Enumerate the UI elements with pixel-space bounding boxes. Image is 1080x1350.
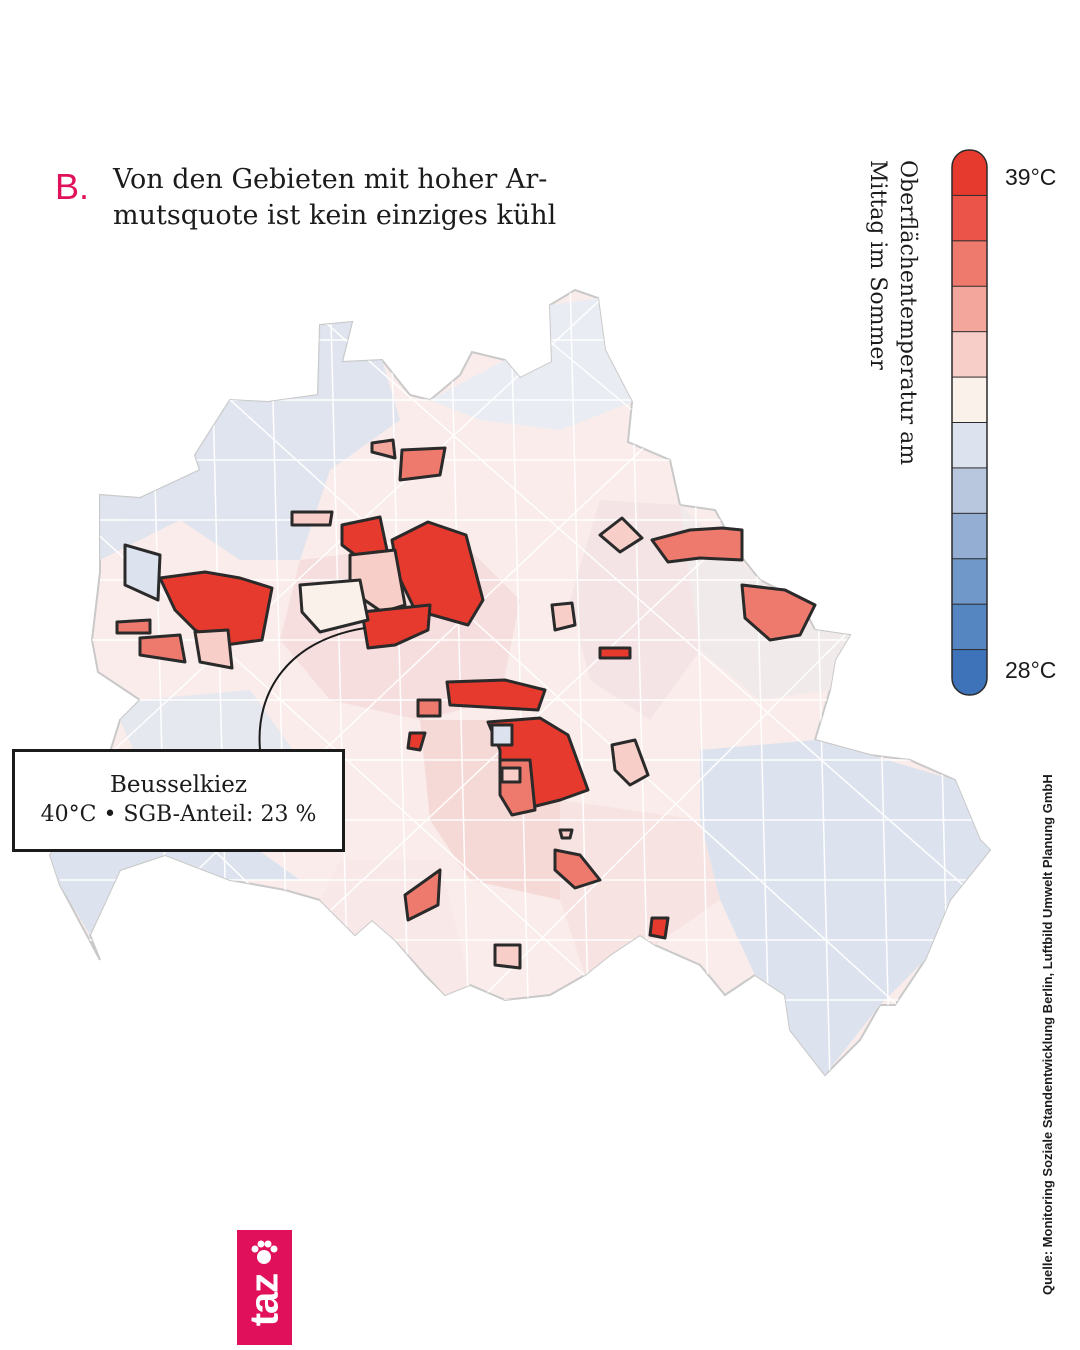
area-gropiusstadt-small	[558, 828, 574, 840]
area-beusselkiez	[360, 603, 432, 650]
area-spandau-5	[193, 628, 234, 670]
area-spandau-4	[138, 633, 187, 664]
area-spandau-3	[115, 618, 152, 635]
headline-letter: B.	[55, 166, 90, 207]
area-lichtenrade	[493, 943, 522, 970]
area-marienfelde	[403, 868, 442, 922]
legend-step	[952, 331, 987, 379]
legend-step	[952, 150, 987, 197]
area-neukoelln-blue	[490, 723, 514, 747]
area-buckow	[648, 916, 670, 940]
area-north-2	[398, 446, 447, 482]
callout-values: 40°C • SGB-Anteil: 23 %	[40, 802, 317, 827]
source-note: Quelle: Monitoring Soziale Standentwickl…	[1040, 774, 1055, 1295]
area-lichtenberg	[598, 646, 632, 660]
area-hohenschoenhausen-2	[650, 526, 744, 564]
paw-icon	[251, 1240, 278, 1264]
legend-step	[952, 285, 987, 333]
legend-step	[952, 240, 987, 288]
taz-logo: taz	[237, 1230, 292, 1345]
area-gropiusstadt	[553, 848, 602, 890]
legend-max-label: 39°C	[1005, 164, 1057, 190]
callout-box: Beusselkiez 40°C • SGB-Anteil: 23 %	[12, 749, 345, 852]
area-marzahn	[740, 583, 817, 642]
callout-name: Beusselkiez	[110, 772, 247, 798]
legend-step	[952, 194, 987, 242]
legend-bar	[951, 149, 988, 696]
headline-text: Von den Gebieten mit hoher Ar-mutsquote …	[113, 164, 557, 231]
area-schoeneberg	[416, 698, 442, 718]
area-charlottenburg-nord	[298, 578, 370, 634]
legend-border	[951, 149, 988, 696]
legend-step	[952, 422, 987, 469]
area-friedrichshain	[550, 601, 577, 632]
area-north-1	[370, 438, 397, 460]
area-neukoelln-white	[500, 766, 522, 784]
area-reinickendorf-1	[290, 510, 334, 527]
legend-step	[952, 376, 987, 424]
legend-step	[952, 603, 987, 651]
poverty-area-layer	[115, 438, 817, 970]
legend-min-label: 28°C	[1005, 657, 1057, 683]
area-spandau-2	[158, 570, 274, 647]
area-tempelhof	[406, 731, 427, 752]
legend-step	[952, 467, 987, 515]
legend-step	[952, 558, 987, 606]
area-treptow	[610, 738, 650, 787]
area-hohenschoenhausen-1	[598, 516, 644, 554]
area-spandau-1	[123, 543, 162, 602]
area-kreuzberg	[445, 678, 547, 712]
legend-step	[952, 649, 987, 695]
callout-connector	[258, 627, 366, 751]
legend-step	[952, 512, 987, 560]
taz-wordmark: taz	[242, 1273, 286, 1327]
legend-title: Oberflächentemperatur am Mittag im Somme…	[865, 160, 920, 466]
